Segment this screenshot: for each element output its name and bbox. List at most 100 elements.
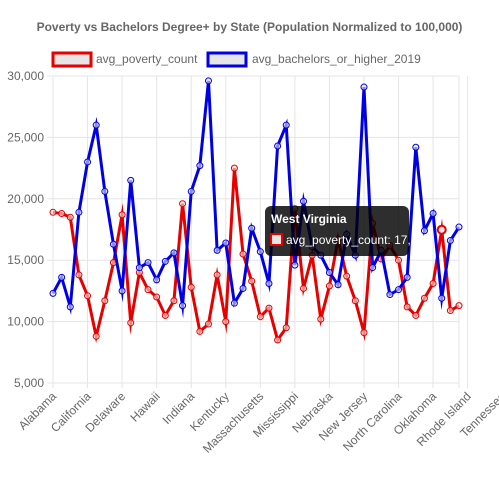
data-point[interactable] bbox=[412, 143, 420, 151]
y-tick-label: 5,000 bbox=[14, 376, 44, 390]
data-point[interactable] bbox=[429, 280, 437, 288]
data-point[interactable] bbox=[49, 289, 57, 297]
highlighted-point[interactable] bbox=[436, 224, 447, 235]
data-point[interactable] bbox=[386, 291, 394, 299]
data-point[interactable] bbox=[265, 304, 273, 312]
data-point[interactable] bbox=[334, 281, 342, 289]
data-point[interactable] bbox=[92, 332, 100, 340]
data-point[interactable] bbox=[75, 271, 83, 279]
data-point[interactable] bbox=[127, 319, 135, 327]
data-point[interactable] bbox=[300, 284, 308, 292]
data-point[interactable] bbox=[256, 313, 264, 321]
data-point[interactable] bbox=[455, 302, 463, 310]
y-tick-label: 20,000 bbox=[7, 192, 44, 206]
data-point[interactable] bbox=[300, 197, 308, 205]
data-point[interactable] bbox=[84, 292, 92, 300]
legend-swatch-bachelors[interactable] bbox=[206, 51, 248, 68]
data-point[interactable] bbox=[187, 283, 195, 291]
data-point[interactable] bbox=[420, 294, 428, 302]
data-point[interactable] bbox=[317, 315, 325, 323]
data-point[interactable] bbox=[420, 227, 428, 235]
legend-swatch-poverty[interactable] bbox=[51, 51, 93, 68]
data-point[interactable] bbox=[291, 261, 299, 269]
data-point[interactable] bbox=[58, 210, 66, 218]
data-point[interactable] bbox=[101, 187, 109, 195]
y-tick-label: 10,000 bbox=[7, 315, 44, 329]
data-point[interactable] bbox=[230, 299, 238, 307]
data-point[interactable] bbox=[66, 213, 74, 221]
data-point[interactable] bbox=[153, 293, 161, 301]
data-point[interactable] bbox=[75, 208, 83, 216]
data-point[interactable] bbox=[204, 320, 212, 328]
data-point[interactable] bbox=[118, 287, 126, 295]
data-point[interactable] bbox=[446, 237, 454, 245]
data-point[interactable] bbox=[248, 224, 256, 232]
data-point[interactable] bbox=[196, 327, 204, 335]
data-point[interactable] bbox=[265, 280, 273, 288]
data-point[interactable] bbox=[248, 277, 256, 285]
y-axis: 5,000 10,000 15,000 20,000 25,000 30,000 bbox=[7, 69, 44, 390]
data-point[interactable] bbox=[179, 302, 187, 310]
data-point[interactable] bbox=[109, 240, 117, 248]
data-point[interactable] bbox=[446, 307, 454, 315]
data-point[interactable] bbox=[239, 250, 247, 258]
data-point[interactable] bbox=[256, 248, 264, 256]
data-point[interactable] bbox=[179, 200, 187, 208]
data-point[interactable] bbox=[92, 121, 100, 129]
data-point[interactable] bbox=[153, 276, 161, 284]
data-point[interactable] bbox=[282, 324, 290, 332]
data-point[interactable] bbox=[395, 256, 403, 264]
data-point[interactable] bbox=[412, 311, 420, 319]
data-point[interactable] bbox=[127, 176, 135, 184]
data-point[interactable] bbox=[144, 259, 152, 267]
data-point[interactable] bbox=[204, 77, 212, 85]
data-point[interactable] bbox=[161, 257, 169, 265]
data-point[interactable] bbox=[170, 249, 178, 257]
data-point[interactable] bbox=[196, 162, 204, 170]
data-point[interactable] bbox=[66, 303, 74, 311]
data-point[interactable] bbox=[282, 121, 290, 129]
tooltip-label: avg_poverty_count: 17,484 bbox=[286, 233, 431, 247]
data-point[interactable] bbox=[187, 187, 195, 195]
data-point[interactable] bbox=[135, 264, 143, 272]
data-point[interactable] bbox=[230, 164, 238, 172]
legend-label-bachelors[interactable]: avg_bachelors_or_higher_2019 bbox=[252, 52, 421, 66]
data-point[interactable] bbox=[395, 286, 403, 294]
data-point[interactable] bbox=[101, 297, 109, 305]
legend[interactable]: avg_poverty_count avg_bachelors_or_highe… bbox=[51, 51, 421, 68]
data-point[interactable] bbox=[325, 282, 333, 290]
data-point[interactable] bbox=[325, 268, 333, 276]
data-point[interactable] bbox=[84, 158, 92, 166]
tooltip-swatch bbox=[270, 233, 283, 246]
data-point[interactable] bbox=[58, 273, 66, 281]
data-point[interactable] bbox=[403, 303, 411, 311]
data-point[interactable] bbox=[403, 273, 411, 281]
data-point[interactable] bbox=[438, 294, 446, 302]
data-point[interactable] bbox=[213, 271, 221, 279]
data-point[interactable] bbox=[455, 223, 463, 231]
data-point[interactable] bbox=[239, 284, 247, 292]
data-point[interactable] bbox=[222, 318, 230, 326]
data-point[interactable] bbox=[360, 83, 368, 91]
data-point[interactable] bbox=[351, 297, 359, 305]
tooltip-box bbox=[265, 206, 409, 256]
data-point[interactable] bbox=[369, 264, 377, 272]
data-point[interactable] bbox=[118, 211, 126, 219]
legend-label-poverty[interactable]: avg_poverty_count bbox=[96, 52, 198, 66]
tooltip-title: West Virginia bbox=[271, 212, 347, 226]
data-point[interactable] bbox=[49, 208, 57, 216]
data-point[interactable] bbox=[170, 297, 178, 305]
data-point[interactable] bbox=[213, 246, 221, 254]
data-point[interactable] bbox=[343, 272, 351, 280]
data-point[interactable] bbox=[161, 311, 169, 319]
chart-title: Poverty vs Bachelors Degree+ by State (P… bbox=[37, 20, 463, 34]
data-point[interactable] bbox=[274, 336, 282, 344]
data-point[interactable] bbox=[429, 210, 437, 218]
y-tick-label: 30,000 bbox=[7, 69, 44, 83]
data-point[interactable] bbox=[222, 239, 230, 247]
data-point[interactable] bbox=[144, 286, 152, 294]
data-point[interactable] bbox=[360, 329, 368, 337]
tooltip: West Virginia avg_poverty_count: 17,484 bbox=[265, 206, 431, 256]
data-point[interactable] bbox=[274, 142, 282, 150]
